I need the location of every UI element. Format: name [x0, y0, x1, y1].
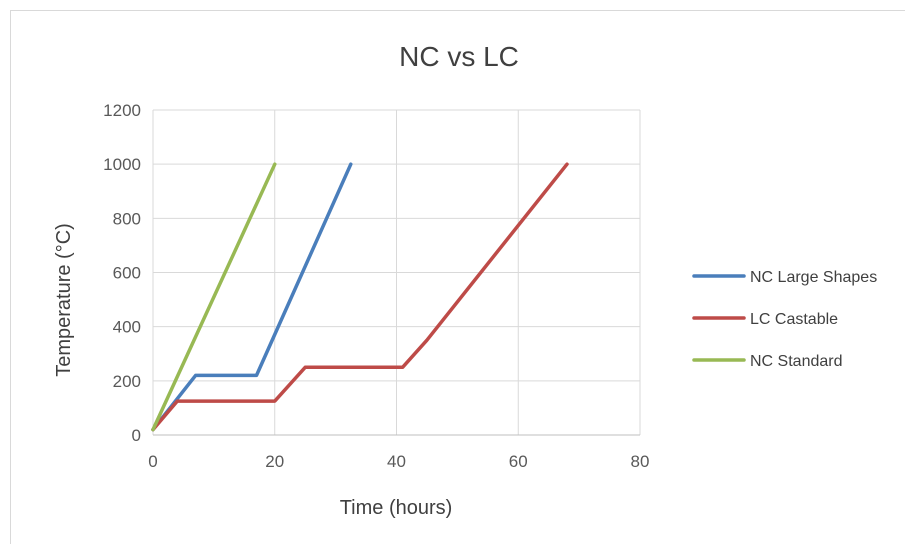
x-tick-label: 80 — [631, 452, 650, 471]
legend: NC Large Shapes LC Castable NC Standard — [692, 269, 877, 370]
y-tick-label: 400 — [113, 318, 141, 337]
y-tick-label: 200 — [113, 372, 141, 391]
legend-label: LC Castable — [750, 311, 838, 328]
y-tick-label: 800 — [113, 209, 141, 228]
y-tick-label: 1200 — [103, 101, 141, 120]
x-tick-label: 20 — [265, 452, 284, 471]
legend-item: LC Castable — [692, 311, 838, 328]
series-line-lc-castable — [151, 162, 569, 432]
y-tick-label: 1000 — [103, 155, 141, 174]
tick-labels: 0 200 400 600 800 1000 1200 0 20 40 60 80 — [103, 101, 649, 471]
x-tick-label: 0 — [148, 452, 157, 471]
x-axis-title: Time (hours) — [340, 497, 453, 519]
y-axis-title: Temperature (°C) — [53, 223, 75, 377]
chart-frame — [10, 10, 905, 544]
x-tick-label: 40 — [387, 452, 406, 471]
legend-label: NC Standard — [750, 353, 843, 370]
gridlines — [152, 109, 641, 436]
legend-label: NC Large Shapes — [750, 269, 877, 286]
y-tick-label: 600 — [113, 264, 141, 283]
chart-title: NC vs LC — [399, 41, 519, 72]
series-lines — [151, 162, 569, 432]
series-line-nc-standard — [151, 162, 277, 432]
legend-item: NC Large Shapes — [692, 269, 877, 286]
series-line-nc-large-shapes — [151, 162, 353, 432]
y-tick-label: 0 — [132, 426, 141, 445]
x-tick-label: 60 — [509, 452, 528, 471]
legend-item: NC Standard — [692, 353, 843, 370]
